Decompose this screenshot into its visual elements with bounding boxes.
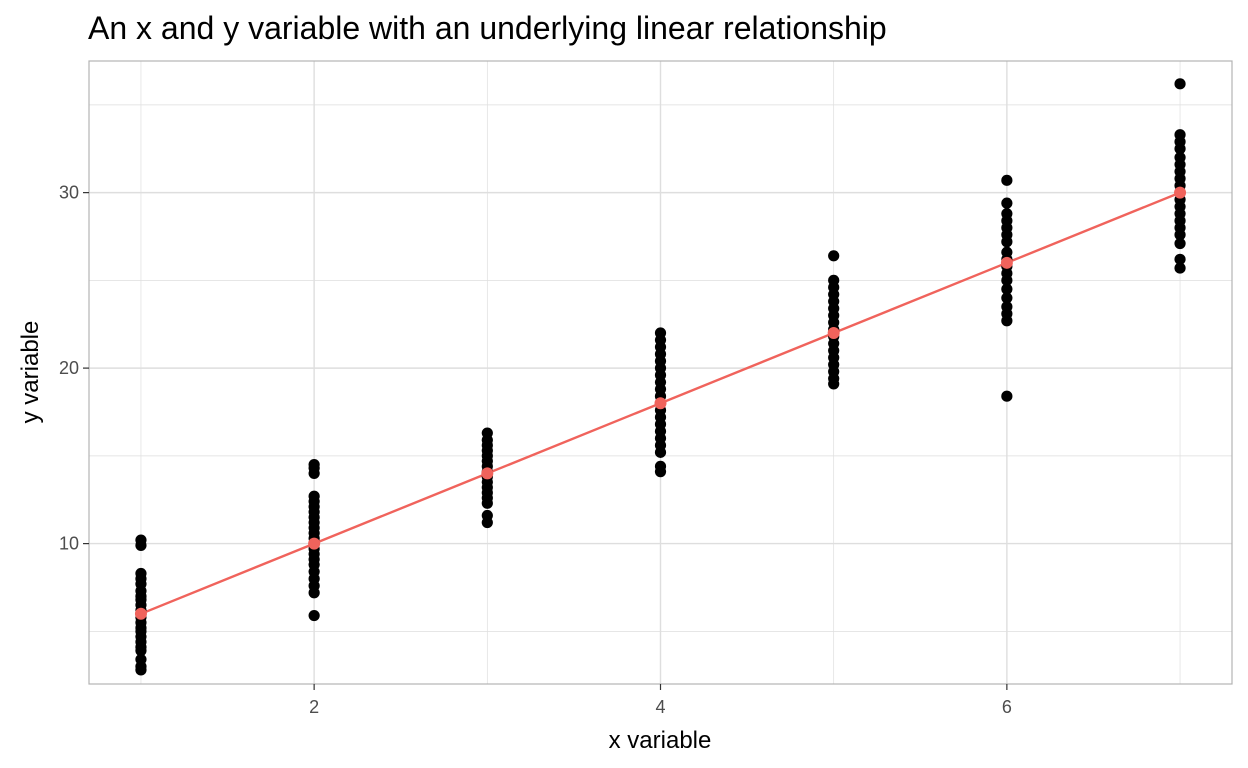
y-axis-title: y variable [17, 321, 44, 424]
data-point [654, 446, 667, 458]
data-point [1001, 315, 1013, 327]
regression-marker [481, 467, 494, 480]
data-point [828, 250, 840, 262]
regression-marker [1000, 256, 1013, 269]
data-point [135, 539, 147, 551]
chart-title: An x and y variable with an underlying l… [88, 10, 887, 46]
data-point [135, 645, 147, 657]
data-point [1001, 390, 1013, 402]
regression-marker [827, 327, 840, 340]
data-point [1001, 283, 1013, 295]
y-tick-label: 10 [59, 534, 79, 554]
data-point [1001, 197, 1013, 209]
data-point [1174, 78, 1186, 90]
x-tick-label: 4 [655, 697, 665, 717]
data-point [654, 466, 667, 478]
regression-markers [134, 186, 1187, 620]
y-axis-ticks: 10 20 30 [59, 183, 89, 554]
regression-marker [654, 397, 667, 410]
scatter-points [135, 78, 1186, 676]
data-point [1001, 174, 1013, 186]
regression-marker [308, 537, 321, 550]
x-axis-ticks: 2 4 6 [309, 684, 1012, 717]
x-tick-label: 2 [309, 697, 319, 717]
data-point [1174, 262, 1186, 274]
data-point [1001, 274, 1013, 286]
x-axis-title: x variable [609, 727, 712, 754]
y-tick-label: 30 [59, 183, 79, 203]
data-point [1001, 236, 1013, 248]
regression-marker [1174, 186, 1187, 199]
data-point [308, 467, 320, 480]
data-point [828, 378, 840, 390]
x-tick-label: 6 [1002, 697, 1012, 717]
data-point [481, 497, 493, 509]
data-point [481, 516, 493, 529]
data-point [1174, 229, 1186, 241]
data-point [135, 664, 147, 676]
data-point [308, 587, 320, 599]
regression-marker [134, 607, 147, 620]
data-point [1174, 237, 1186, 250]
y-tick-label: 20 [59, 358, 79, 378]
data-point [1174, 253, 1186, 265]
data-point [1001, 292, 1013, 304]
data-point [308, 609, 320, 622]
data-point [1174, 143, 1186, 155]
